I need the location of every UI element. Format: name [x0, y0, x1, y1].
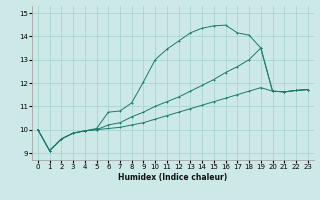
X-axis label: Humidex (Indice chaleur): Humidex (Indice chaleur)	[118, 173, 228, 182]
